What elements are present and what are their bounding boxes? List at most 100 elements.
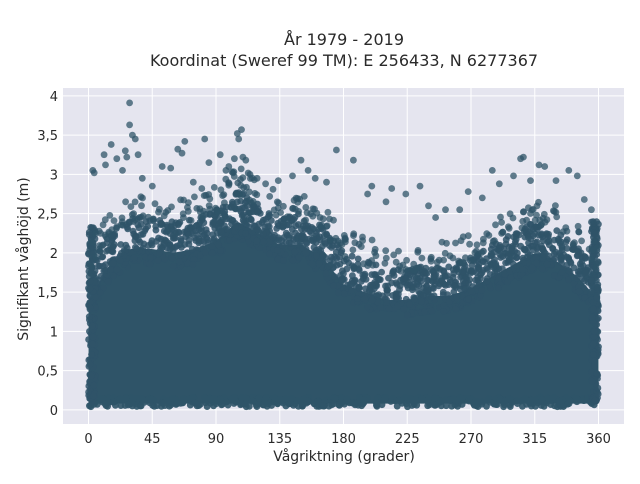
data-point <box>570 264 578 272</box>
data-point <box>427 255 435 263</box>
data-point <box>201 394 209 401</box>
data-point <box>498 219 505 226</box>
data-point <box>129 227 137 235</box>
data-point <box>89 333 97 341</box>
data-point <box>350 265 358 273</box>
y-tick-label: 0,5 <box>37 365 58 380</box>
data-point <box>110 217 118 225</box>
data-point <box>148 237 156 245</box>
data-point <box>225 163 233 170</box>
data-point <box>468 268 475 275</box>
data-point <box>398 399 406 407</box>
data-point <box>556 398 564 405</box>
data-point <box>99 253 107 261</box>
data-point <box>229 169 237 177</box>
data-point <box>382 394 389 401</box>
data-point <box>473 398 481 406</box>
data-point <box>242 156 250 164</box>
data-point <box>432 214 439 221</box>
data-point <box>478 287 486 294</box>
data-point <box>253 237 260 245</box>
data-point <box>495 180 503 188</box>
data-point <box>217 227 225 235</box>
data-point <box>269 233 277 241</box>
data-point <box>368 236 376 244</box>
data-point <box>533 211 540 219</box>
data-point <box>266 193 274 200</box>
data-point <box>201 135 209 143</box>
data-point <box>296 195 304 203</box>
data-point <box>413 281 421 288</box>
data-point <box>495 284 502 292</box>
data-point <box>410 275 418 283</box>
data-point <box>544 238 552 246</box>
data-point <box>591 357 598 365</box>
data-point <box>563 227 571 235</box>
data-point <box>338 277 345 285</box>
data-point <box>292 222 300 230</box>
data-point <box>316 236 324 244</box>
data-point <box>181 138 189 145</box>
title-group: År 1979 - 2019 Koordinat (Sweref 99 TM):… <box>150 30 538 70</box>
data-point <box>90 169 98 177</box>
data-point <box>590 237 598 245</box>
data-point <box>166 241 174 249</box>
data-point <box>101 267 109 274</box>
data-point <box>378 268 385 276</box>
data-point <box>280 257 287 264</box>
data-point <box>416 182 424 190</box>
data-point <box>86 304 94 311</box>
data-point <box>452 305 460 313</box>
data-point <box>468 256 476 264</box>
data-point <box>404 311 411 319</box>
data-point <box>189 394 197 401</box>
data-point <box>303 209 311 217</box>
data-point <box>225 181 233 189</box>
data-point <box>508 246 516 254</box>
data-point <box>355 240 363 248</box>
data-point <box>92 253 100 261</box>
data-point <box>483 277 491 285</box>
data-point <box>495 275 502 283</box>
data-point <box>535 161 543 169</box>
data-point <box>264 213 272 221</box>
data-point <box>385 274 392 282</box>
data-point <box>319 252 327 259</box>
data-point <box>471 249 479 256</box>
data-point <box>369 261 377 269</box>
data-point <box>501 270 509 278</box>
data-point <box>282 395 289 402</box>
data-point <box>331 395 339 402</box>
data-point <box>334 289 342 297</box>
data-point <box>235 191 243 199</box>
data-point <box>573 172 581 180</box>
data-point <box>452 239 459 247</box>
data-point <box>228 216 236 224</box>
data-point <box>483 230 491 238</box>
data-point <box>128 211 136 219</box>
data-point <box>506 210 514 218</box>
data-point <box>356 394 363 401</box>
data-point <box>594 314 602 322</box>
data-point <box>382 198 390 206</box>
data-point <box>108 236 115 244</box>
data-point <box>123 223 131 231</box>
data-point <box>325 402 333 410</box>
data-point <box>459 259 467 266</box>
data-point <box>375 291 383 299</box>
data-point <box>167 164 175 172</box>
data-point <box>348 287 355 294</box>
data-point <box>423 270 431 277</box>
data-point <box>429 267 437 275</box>
data-point <box>371 279 379 286</box>
data-point <box>246 196 254 204</box>
data-point <box>123 153 131 161</box>
data-point <box>478 249 486 256</box>
data-point <box>425 202 432 210</box>
data-point <box>90 381 98 389</box>
data-point <box>187 224 195 232</box>
data-point <box>148 182 156 190</box>
data-point <box>514 249 521 257</box>
data-point <box>529 264 536 272</box>
data-point <box>402 295 410 303</box>
